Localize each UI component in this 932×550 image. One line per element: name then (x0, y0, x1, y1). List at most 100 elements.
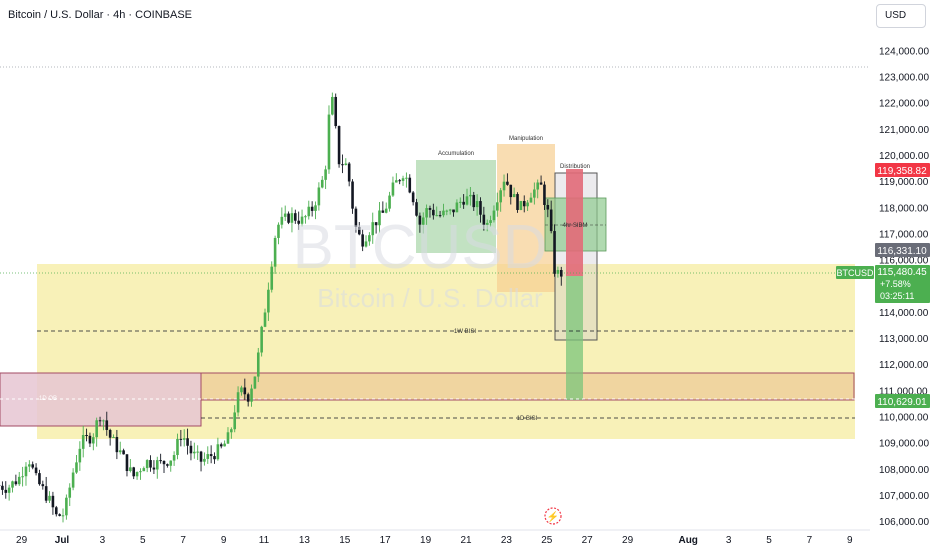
candle-body (482, 214, 486, 226)
candle-body (287, 213, 290, 223)
candle-body (199, 451, 203, 462)
candle-body (388, 195, 391, 209)
candle-body (280, 216, 284, 225)
price-tick-label: 113,000.00 (879, 334, 929, 345)
time-tick-label: 5 (766, 535, 772, 546)
candle-body (533, 189, 536, 198)
candle-body (391, 182, 395, 196)
candle-body (283, 213, 287, 217)
candle-body (253, 376, 257, 389)
candle-body (331, 96, 334, 115)
daily-bisi-label: 1D BISI (517, 416, 538, 422)
candle-body (384, 208, 388, 213)
candle-body (243, 387, 247, 395)
candle-body (226, 432, 230, 444)
candle-body (149, 460, 152, 468)
candle-body (543, 184, 546, 205)
candle-body (236, 392, 240, 413)
candle-body (216, 444, 220, 460)
current-symbol-badge (836, 266, 874, 279)
candle-body (78, 448, 82, 463)
price-tick-label: 121,000.00 (879, 125, 929, 136)
symbol-title[interactable]: Bitcoin / U.S. Dollar · 4h · COINBASE (8, 9, 192, 21)
candle-body (179, 438, 183, 440)
upper-price-label: 119,358.82 (877, 166, 927, 177)
candle-body (273, 237, 277, 267)
candle-body (300, 216, 304, 224)
lower-price-badge (875, 394, 930, 408)
candle-body (41, 484, 45, 487)
candle-body (54, 507, 58, 515)
candle-body (186, 438, 189, 446)
candle-body (553, 231, 556, 274)
currency-button[interactable]: USD (876, 4, 926, 28)
watermark-name: Bitcoin / U.S. Dollar (317, 283, 543, 313)
candle-body (314, 205, 317, 211)
candle-body (502, 181, 506, 191)
candle-body (14, 481, 18, 485)
candle-body (374, 222, 378, 226)
candle-body (297, 220, 300, 224)
price-tick-label: 123,000.00 (879, 73, 929, 84)
candle-body (496, 202, 499, 211)
price-tick-label: 109,000.00 (879, 439, 929, 450)
svg-text:⚡: ⚡ (547, 510, 559, 523)
candle-body (11, 481, 14, 488)
candle-body (139, 471, 142, 473)
time-tick-label: 17 (380, 535, 392, 546)
candle-body (519, 201, 523, 210)
candle-body (260, 326, 263, 353)
price-tick-label: 120,000.00 (879, 151, 929, 162)
candle-body (428, 208, 432, 210)
candle-body (169, 460, 173, 466)
time-tick-label: 5 (140, 535, 146, 546)
candle-body (176, 438, 179, 456)
candle-body (203, 458, 206, 462)
time-tick-label: 21 (460, 535, 472, 546)
candle-body (193, 451, 196, 454)
candle-body (118, 450, 122, 453)
candle-body (233, 412, 237, 430)
candle-body (448, 209, 452, 211)
candle-body (290, 213, 294, 223)
candle-body (357, 226, 361, 235)
candle-body (411, 192, 415, 203)
candle-body (304, 216, 307, 218)
candle-body (28, 464, 31, 467)
candle-body (246, 394, 250, 402)
candle-body (361, 234, 364, 247)
candle-body (452, 209, 455, 213)
price-tick-label: 110,000.00 (879, 412, 929, 423)
candle-body (364, 241, 368, 247)
candle-body (442, 210, 445, 216)
candle-body (472, 194, 476, 208)
candle-body (489, 220, 492, 223)
candle-body (24, 466, 28, 477)
candle-body (455, 202, 459, 213)
candle-body (559, 269, 563, 277)
candle-body (172, 455, 176, 461)
candle-body (196, 451, 199, 453)
candle-body (162, 460, 166, 465)
candle-body (88, 435, 92, 444)
candle-body (506, 181, 509, 185)
candle-body (546, 204, 550, 210)
candle-body (68, 487, 72, 498)
orange-order-block-zone (200, 372, 855, 401)
time-tick-label: 29 (16, 535, 28, 546)
candle-body (368, 235, 371, 242)
candle-body (381, 210, 385, 213)
candle-body (206, 454, 210, 459)
current-price-label: 115,480.45 (877, 267, 927, 278)
candle-body (351, 181, 354, 209)
price-tick-label: 111,000.00 (879, 386, 928, 397)
candle-body (1, 485, 4, 490)
current-countdown-label: 03:25:11 (880, 291, 914, 301)
candle-body (522, 201, 526, 207)
candle-body (38, 473, 41, 485)
candle-body (438, 215, 442, 217)
candle-body (408, 177, 412, 193)
events-icon[interactable]: ⚡ (544, 507, 562, 525)
